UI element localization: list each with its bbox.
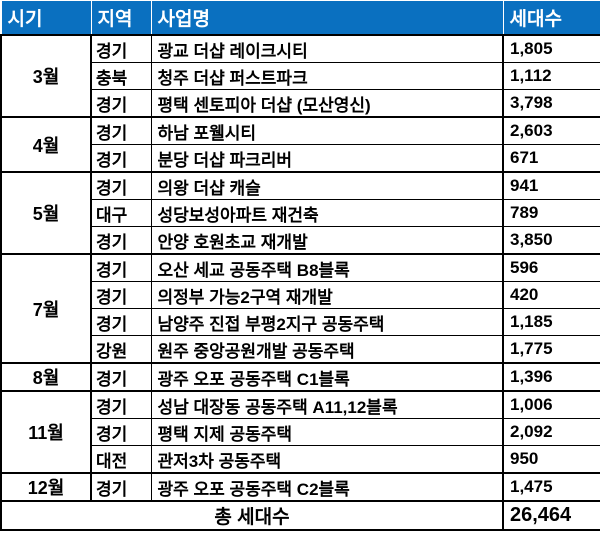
table-row: 경기 평택 지제 공동주택 2,092 bbox=[1, 418, 600, 446]
region-cell: 경기 bbox=[90, 226, 152, 255]
region-cell: 경기 bbox=[90, 308, 152, 336]
region-cell: 경기 bbox=[90, 89, 152, 118]
project-name-cell: 평택 센토피아 더샵 (모산영신) bbox=[150, 89, 504, 118]
table-row: 경기 분당 더샵 파크리버 671 bbox=[1, 144, 600, 173]
total-value: 26,464 bbox=[502, 500, 600, 531]
project-name-cell: 광주 오포 공동주택 C1블록 bbox=[150, 362, 504, 392]
month-cell: 3월 bbox=[0, 34, 92, 118]
table-row: 4월 경기 하남 포웰시티 2,603 bbox=[0, 116, 600, 173]
table-row: 경기 평택 센토피아 더샵 (모산영신) 3,798 bbox=[1, 89, 600, 118]
month-cell: 12월 bbox=[0, 472, 92, 502]
region-cell: 강원 bbox=[90, 335, 152, 364]
region-cell: 경기 bbox=[90, 362, 152, 392]
project-name-cell: 청주 더샵 퍼스트파크 bbox=[150, 62, 504, 90]
table-body: 3월 경기 광교 더샵 레이크시티 1,805 충북 청주 더샵 퍼스트파크 1,112 경기… bbox=[0, 34, 600, 502]
region-cell: 경기 bbox=[90, 253, 152, 282]
units-cell: 3,798 bbox=[502, 89, 600, 118]
header-units: 세대수 bbox=[502, 0, 600, 36]
table-row: 대전 관저3차 공동주택 950 bbox=[1, 445, 600, 474]
project-name-cell: 의정부 가능2구역 재개발 bbox=[150, 281, 504, 309]
project-name-cell: 광교 더샵 레이크시티 bbox=[150, 34, 504, 63]
table-row: 경기 의정부 가능2구역 재개발 420 bbox=[1, 281, 600, 309]
header-period: 시기 bbox=[0, 0, 92, 36]
project-name-cell: 성당보성아파트 재건축 bbox=[150, 199, 504, 227]
region-cell: 대전 bbox=[90, 445, 152, 474]
units-cell: 1,805 bbox=[502, 34, 600, 63]
project-name-cell: 원주 중앙공원개발 공동주택 bbox=[150, 335, 504, 364]
units-cell: 1,475 bbox=[502, 472, 600, 502]
table-row: 3월 경기 광교 더샵 레이크시티 1,805 bbox=[0, 34, 600, 118]
region-cell: 대구 bbox=[90, 199, 152, 227]
project-name-cell: 오산 세교 공동주택 B8블록 bbox=[150, 253, 504, 282]
project-name-cell: 광주 오포 공동주택 C2블록 bbox=[150, 472, 504, 502]
region-cell: 경기 bbox=[90, 472, 152, 502]
header-region: 지역 bbox=[90, 0, 152, 36]
region-cell: 경기 bbox=[90, 281, 152, 309]
region-cell: 경기 bbox=[90, 171, 152, 200]
units-cell: 950 bbox=[502, 445, 600, 474]
project-name-cell: 성남 대장동 공동주택 A11,12블록 bbox=[150, 390, 504, 419]
project-name-cell: 관저3차 공동주택 bbox=[150, 445, 504, 474]
units-cell: 420 bbox=[502, 281, 600, 309]
table-row: 대구 성당보성아파트 재건축 789 bbox=[1, 199, 600, 227]
table-row: 충북 청주 더샵 퍼스트파크 1,112 bbox=[1, 62, 600, 90]
units-cell: 596 bbox=[502, 253, 600, 282]
region-cell: 경기 bbox=[90, 418, 152, 446]
units-cell: 1,006 bbox=[502, 390, 600, 419]
total-label: 총 세대수 bbox=[0, 500, 504, 531]
month-cell: 11월 bbox=[0, 390, 92, 474]
units-cell: 2,092 bbox=[502, 418, 600, 446]
table-row: 강원 원주 중앙공원개발 공동주택 1,775 bbox=[1, 335, 600, 364]
table-row: 경기 남양주 진접 부평2지구 공동주택 1,185 bbox=[1, 308, 600, 336]
housing-supply-table: 시기 지역 사업명 세대수 3월 경기 광교 더샵 레이크시티 1,805 충북 청주 더… bbox=[0, 0, 600, 531]
project-name-cell: 하남 포웰시티 bbox=[150, 116, 504, 145]
region-cell: 경기 bbox=[90, 34, 152, 63]
units-cell: 3,850 bbox=[502, 226, 600, 255]
total-row: 총 세대수 26,464 bbox=[0, 500, 600, 531]
project-name-cell: 남양주 진접 부평2지구 공동주택 bbox=[150, 308, 504, 336]
project-name-cell: 평택 지제 공동주택 bbox=[150, 418, 504, 446]
project-name-cell: 안양 호원초교 재개발 bbox=[150, 226, 504, 255]
month-cell: 4월 bbox=[0, 116, 92, 173]
project-name-cell: 의왕 더샵 캐슬 bbox=[150, 171, 504, 200]
project-name-cell: 분당 더샵 파크리버 bbox=[150, 144, 504, 173]
month-cell: 5월 bbox=[0, 171, 92, 255]
table-row: 12월 경기 광주 오포 공동주택 C2블록 1,475 bbox=[0, 472, 600, 502]
table-row: 경기 안양 호원초교 재개발 3,850 bbox=[1, 226, 600, 255]
units-cell: 1,396 bbox=[502, 362, 600, 392]
units-cell: 671 bbox=[502, 144, 600, 173]
table-row: 7월 경기 오산 세교 공동주택 B8블록 596 bbox=[0, 253, 600, 364]
region-cell: 경기 bbox=[90, 390, 152, 419]
units-cell: 941 bbox=[502, 171, 600, 200]
units-cell: 1,185 bbox=[502, 308, 600, 336]
units-cell: 1,112 bbox=[502, 62, 600, 90]
units-cell: 2,603 bbox=[502, 116, 600, 145]
month-cell: 8월 bbox=[0, 362, 92, 392]
month-cell: 7월 bbox=[0, 253, 92, 364]
table-row: 5월 경기 의왕 더샵 캐슬 941 bbox=[0, 171, 600, 255]
units-cell: 789 bbox=[502, 199, 600, 227]
header-project: 사업명 bbox=[150, 0, 504, 36]
region-cell: 경기 bbox=[90, 144, 152, 173]
units-cell: 1,775 bbox=[502, 335, 600, 364]
region-cell: 경기 bbox=[90, 116, 152, 145]
table-row: 11월 경기 성남 대장동 공동주택 A11,12블록 1,006 bbox=[0, 390, 600, 474]
table-row: 8월 경기 광주 오포 공동주택 C1블록 1,396 bbox=[0, 362, 600, 392]
region-cell: 충북 bbox=[90, 62, 152, 90]
header-row: 시기 지역 사업명 세대수 bbox=[0, 0, 600, 36]
